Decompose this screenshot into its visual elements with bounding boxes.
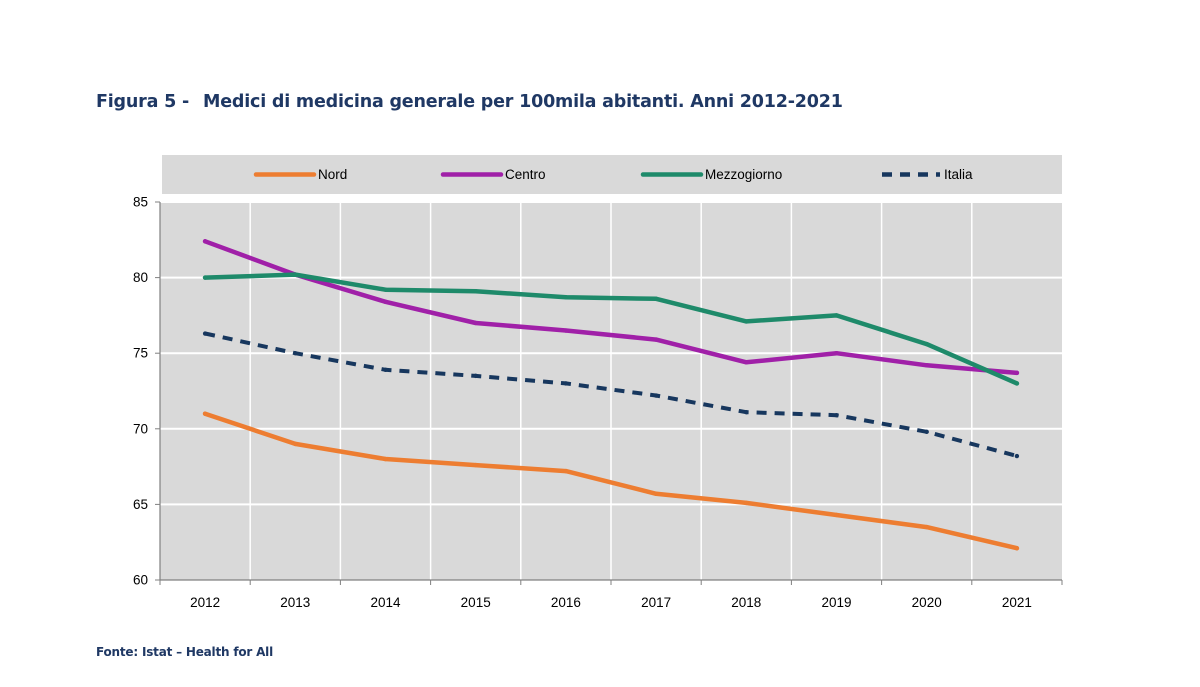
data-point-nord [563, 468, 569, 474]
y-tick-label: 65 [133, 497, 148, 512]
legend-label-mezzogiorno: Mezzogiorno [705, 167, 782, 182]
x-tick-label: 2012 [190, 595, 220, 610]
data-point-nord [834, 512, 839, 518]
data-point-centro [383, 299, 388, 304]
figure-title: Figura 5 - Medici di medicina generale pe… [96, 92, 843, 112]
data-point-nord [293, 441, 298, 447]
legend-label-italia: Italia [944, 167, 973, 182]
data-point-centro [834, 351, 839, 356]
data-point-mezzogiorno [653, 296, 659, 301]
data-point-centro [653, 337, 659, 342]
series-line-mezzogiorno [202, 272, 1020, 386]
data-point-italia [653, 393, 659, 398]
data-point-italia [293, 351, 298, 356]
legend-label-centro: Centro [505, 167, 546, 182]
x-tick-label: 2017 [641, 595, 671, 610]
data-point-mezzogiorno [563, 295, 569, 300]
data-point-italia [834, 412, 839, 418]
data-point-italia [383, 367, 388, 373]
data-point-nord [473, 462, 478, 468]
x-tick-label: 2019 [821, 595, 851, 610]
x-tick-label: 2018 [731, 595, 761, 610]
data-point-mezzogiorno [744, 319, 749, 324]
legend-label-nord: Nord [318, 167, 347, 182]
data-point-nord [202, 411, 208, 416]
x-tick-label: 2021 [1002, 595, 1032, 610]
data-point-nord [383, 456, 388, 462]
source-note: Fonte: Istat – Health for All [96, 645, 274, 659]
data-point-mezzogiorno [383, 287, 388, 292]
data-point-mezzogiorno [202, 275, 208, 280]
y-tick-label: 70 [133, 421, 148, 436]
figure-title-text: Medici di medicina generale per 100mila … [203, 92, 843, 112]
series-line-nord [202, 411, 1020, 551]
data-point-centro [473, 320, 478, 326]
series-line-centro [202, 239, 1020, 376]
data-point-centro [563, 328, 569, 333]
x-tick-label: 2013 [280, 595, 310, 610]
x-tick-label: 2015 [461, 595, 491, 610]
y-tick-label: 80 [133, 270, 148, 285]
x-tick-label: 2016 [551, 595, 581, 610]
data-point-italia [1014, 453, 1020, 459]
y-tick-label: 60 [133, 573, 148, 588]
data-point-mezzogiorno [293, 272, 298, 277]
y-tick-label: 85 [133, 195, 148, 210]
data-point-centro [924, 363, 929, 368]
data-point-italia [744, 409, 749, 415]
data-point-nord [924, 524, 929, 530]
data-point-centro [202, 239, 208, 244]
figure-label: Figura 5 - [96, 92, 190, 112]
data-point-centro [744, 360, 749, 365]
data-point-nord [653, 491, 659, 497]
data-point-italia [563, 381, 569, 386]
data-point-mezzogiorno [834, 313, 839, 318]
data-point-italia [924, 429, 929, 435]
data-point-nord [744, 500, 749, 506]
data-point-mezzogiorno [924, 341, 929, 347]
y-tick-label: 75 [133, 346, 148, 361]
x-tick-label: 2020 [912, 595, 942, 610]
data-point-italia [473, 373, 478, 379]
x-tick-label: 2014 [370, 595, 401, 610]
data-point-mezzogiorno [1014, 381, 1020, 386]
data-point-mezzogiorno [473, 289, 478, 294]
data-point-italia [202, 331, 208, 336]
data-point-nord [1014, 546, 1020, 551]
data-point-centro [1014, 370, 1020, 376]
